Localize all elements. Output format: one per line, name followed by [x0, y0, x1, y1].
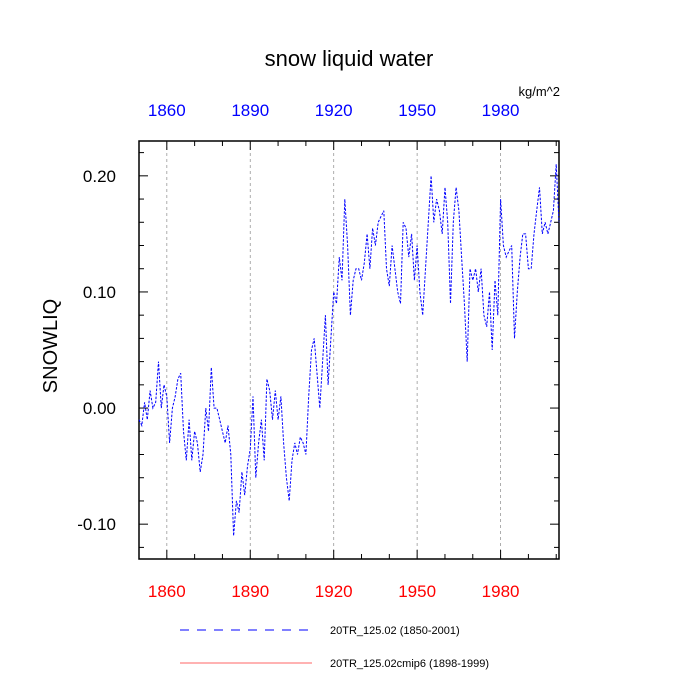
series-line-1	[138, 164, 560, 536]
legend-label-series2: 20TR_125.02cmip6 (1898-1999)	[330, 658, 489, 670]
x-tick-label-top: 1980	[482, 101, 520, 120]
grid-lines	[166, 141, 501, 559]
legend: 20TR_125.02 (1850-2001) 20TR_125.02cmip6…	[180, 625, 489, 670]
x-tick-label-bottom: 1920	[315, 582, 353, 601]
y-axis-label: SNOWLIQ	[40, 299, 62, 393]
y-tick-label: -0.10	[77, 515, 116, 534]
tick-labels: 1860 1860 1890 1890 1920 1920 1950 1950 1980 1980…	[77, 101, 519, 601]
x-tick-label-bottom: 1890	[231, 582, 269, 601]
x-tick-label-bottom: 1950	[398, 582, 436, 601]
chart-title: snow liquid water	[265, 46, 434, 71]
x-tick-label-top: 1950	[398, 101, 436, 120]
x-tick-label-top: 1860	[148, 101, 186, 120]
y-tick-label: 0.20	[83, 167, 116, 186]
x-tick-label-bottom: 1980	[482, 582, 520, 601]
series-layer	[138, 164, 560, 536]
units-label: kg/m^2	[518, 84, 560, 99]
legend-label-series1: 20TR_125.02 (1850-2001)	[330, 625, 460, 637]
y-tick-label: 0.10	[83, 283, 116, 302]
x-tick-label-top: 1890	[231, 101, 269, 120]
x-tick-label-top: 1920	[315, 101, 353, 120]
x-tick-label-bottom: 1860	[148, 582, 186, 601]
plot-frame	[138, 140, 560, 560]
y-tick-label: 0.00	[83, 399, 116, 418]
axis-ticks	[138, 141, 559, 559]
